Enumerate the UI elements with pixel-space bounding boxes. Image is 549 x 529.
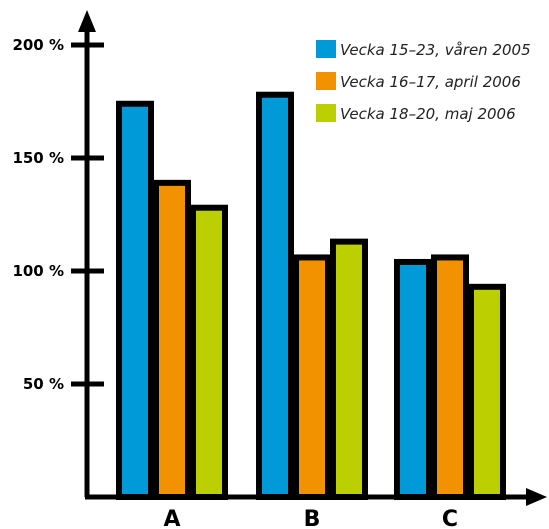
bar-c-series-1 [394,258,432,500]
category-labels: A B C [163,507,458,529]
legend-label-1: Vecka 15–23, våren 2005 [340,41,531,59]
legend-swatch-2 [316,72,336,90]
y-tick-label-50: 50 % [23,375,64,393]
bar-a-series-1 [116,100,154,500]
bar-b-series-2 [293,254,331,500]
ticks-layer: 50 % 100 % 150 % 200 % [12,36,104,393]
legend-swatch-3 [316,104,336,122]
category-label-c: C [442,507,458,529]
bar-c-series-3 [468,283,506,500]
bar-a-series-3 [190,204,228,500]
category-label-a: A [163,507,180,529]
legend-label-2: Vecka 16–17, april 2006 [340,73,521,91]
category-label-b: B [304,507,321,529]
bar-b-series-1 [256,91,294,500]
y-axis-arrow [78,10,96,32]
bar-c-series-2 [431,254,469,500]
bar-a-series-2 [153,179,191,501]
axes-layer [78,10,547,506]
legend: Vecka 15–23, våren 2005 Vecka 16–17, apri… [316,40,531,123]
legend-label-3: Vecka 18–20, maj 2006 [340,105,516,123]
y-tick-label-100: 100 % [12,262,64,280]
y-tick-label-200: 200 % [12,36,64,54]
bar-b-series-3 [330,238,368,500]
legend-swatch-1 [316,40,336,58]
y-tick-label-150: 150 % [12,149,64,167]
bars-layer [116,91,506,501]
x-axis-arrow [526,488,547,506]
